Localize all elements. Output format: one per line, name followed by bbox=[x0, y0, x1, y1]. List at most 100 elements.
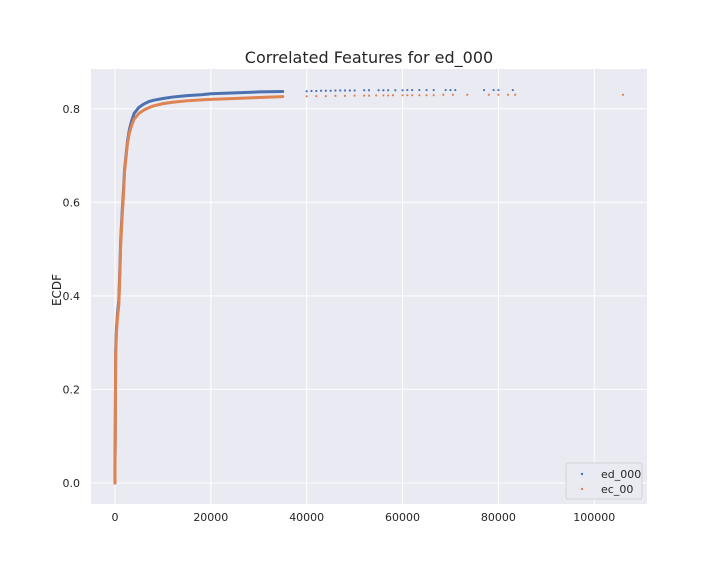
ecdf-point bbox=[324, 89, 327, 92]
ecdf-point bbox=[130, 124, 133, 127]
ecdf-point bbox=[339, 89, 342, 92]
ecdf-point bbox=[281, 90, 284, 93]
ecdf-point bbox=[487, 93, 490, 96]
ecdf-point bbox=[451, 93, 454, 96]
ecdf-point bbox=[363, 94, 366, 97]
ecdf-point bbox=[124, 156, 128, 159]
ecdf-point bbox=[466, 93, 469, 96]
ecdf-point bbox=[116, 318, 119, 321]
ecdf-point bbox=[281, 95, 284, 98]
ecdf-point bbox=[257, 96, 260, 99]
y-tick-label: 0.0 bbox=[63, 477, 81, 490]
ecdf-point bbox=[133, 112, 136, 115]
ecdf-point bbox=[209, 98, 212, 101]
legend: ed_000 ec_00 bbox=[565, 462, 643, 500]
y-axis-label: ECDF bbox=[50, 274, 64, 306]
x-tick-label: 0 bbox=[111, 511, 118, 524]
ecdf-point bbox=[200, 93, 203, 96]
ecdf-point bbox=[387, 89, 390, 92]
ecdf-point bbox=[305, 95, 308, 98]
ecdf-point bbox=[377, 89, 380, 92]
ecdf-point bbox=[343, 94, 347, 97]
legend-marker-ec_00 bbox=[580, 487, 584, 491]
gridlines bbox=[91, 69, 647, 504]
ecdf-point bbox=[514, 93, 517, 96]
x-tick-label: 80000 bbox=[481, 511, 516, 524]
ecdf-point bbox=[482, 88, 486, 92]
ecdf-point bbox=[200, 98, 203, 101]
ecdf-point bbox=[305, 90, 308, 93]
ecdf-point bbox=[142, 102, 145, 106]
ecdf-point bbox=[152, 99, 155, 102]
ecdf-point bbox=[315, 95, 318, 98]
y-tick-label: 0.6 bbox=[63, 196, 81, 209]
ecdf-point bbox=[401, 89, 404, 92]
ecdf-point bbox=[454, 88, 457, 92]
ecdf-point bbox=[171, 101, 174, 104]
ecdf-point bbox=[382, 94, 385, 97]
plot-area bbox=[91, 69, 647, 504]
ecdf-point bbox=[406, 94, 409, 97]
ecdf-point bbox=[123, 170, 126, 173]
ecdf-point bbox=[257, 90, 260, 94]
ecdf-point bbox=[152, 104, 155, 108]
ecdf-point bbox=[310, 89, 313, 93]
ecdf-point bbox=[401, 94, 404, 97]
ecdf-point bbox=[137, 112, 141, 115]
x-tick-label: 20000 bbox=[193, 511, 228, 524]
ecdf-point bbox=[425, 88, 428, 92]
x-tick-label: 60000 bbox=[385, 511, 420, 524]
ecdf-point bbox=[126, 142, 129, 145]
ecdf-point bbox=[128, 131, 131, 135]
legend-marker-ed_000 bbox=[580, 472, 584, 476]
series-ec_00 bbox=[113, 93, 625, 485]
ecdf-point bbox=[621, 93, 625, 96]
ecdf-point bbox=[497, 93, 500, 96]
legend-label-ec_00: ec_00 bbox=[601, 483, 633, 496]
ecdf-point bbox=[425, 94, 428, 97]
ecdf-point bbox=[363, 89, 366, 92]
chart-title: Correlated Features for ed_000 bbox=[245, 48, 493, 68]
ecdf-point bbox=[113, 463, 117, 466]
ecdf-point bbox=[411, 88, 414, 92]
ecdf-point bbox=[334, 89, 337, 92]
ecdf-point bbox=[319, 89, 323, 92]
ecdf-point bbox=[113, 481, 117, 485]
ecdf-point bbox=[185, 94, 188, 97]
ecdf-point bbox=[382, 89, 385, 92]
ecdf-point bbox=[511, 88, 514, 92]
ecdf-point bbox=[387, 94, 390, 97]
ecdf-point bbox=[115, 332, 118, 335]
y-axis-ticks: 0.0 0.2 0.4 0.6 0.8 bbox=[63, 103, 81, 490]
ecdf-point bbox=[432, 94, 435, 97]
ecdf-point bbox=[114, 444, 117, 447]
ecdf-point bbox=[353, 94, 356, 97]
ecdf-point bbox=[418, 94, 421, 97]
ecdf-point bbox=[133, 117, 136, 121]
y-tick-label: 0.2 bbox=[63, 383, 81, 396]
ecdf-point bbox=[391, 94, 395, 97]
y-tick-label: 0.4 bbox=[63, 290, 81, 303]
ecdf-point bbox=[147, 106, 150, 109]
y-tick-label: 0.8 bbox=[63, 103, 81, 116]
x-tick-label: 100000 bbox=[573, 511, 615, 524]
ecdf-point bbox=[432, 88, 435, 92]
ecdf-point bbox=[233, 91, 236, 94]
ecdf-point bbox=[367, 94, 371, 97]
ecdf-point bbox=[161, 102, 164, 105]
legend-box bbox=[565, 462, 643, 500]
ecdf-point bbox=[406, 88, 409, 92]
ecdf-point bbox=[147, 100, 150, 103]
ecdf-point bbox=[411, 94, 414, 97]
ecdf-point bbox=[348, 89, 351, 92]
ecdf-point bbox=[394, 89, 397, 92]
ecdf-point bbox=[492, 88, 495, 92]
data-series bbox=[113, 88, 625, 485]
ecdf-point bbox=[121, 215, 124, 218]
ecdf-point bbox=[343, 89, 347, 92]
ecdf-point bbox=[329, 89, 332, 92]
ecdf-point bbox=[118, 276, 121, 279]
ecdf-point bbox=[209, 92, 212, 95]
ecdf-point bbox=[444, 88, 447, 92]
